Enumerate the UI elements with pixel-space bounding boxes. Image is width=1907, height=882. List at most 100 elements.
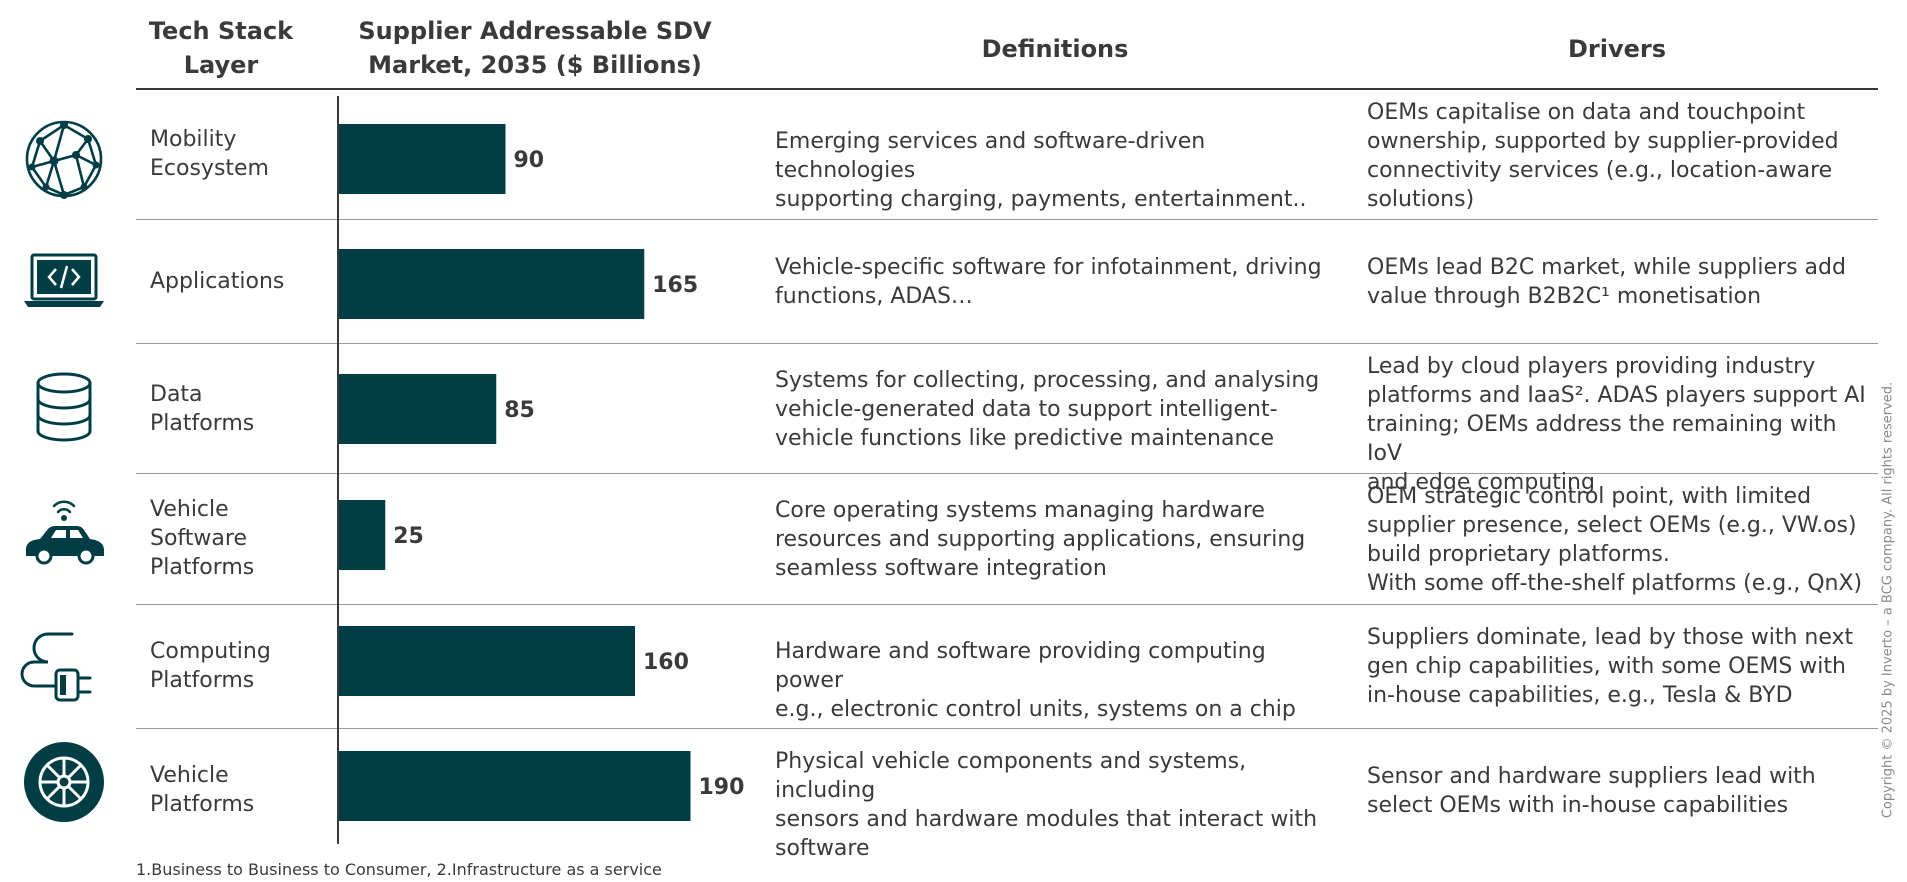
definition-line: vehicle-generated data to support intell…	[775, 397, 1278, 422]
definition-line: Emerging services and software-driven te…	[775, 129, 1206, 183]
drivers-line: select OEMs with in-house capabilities	[1367, 793, 1789, 818]
drivers-line: and edge computing	[1367, 470, 1595, 495]
bar-applications	[339, 249, 645, 319]
layer-label-line: Ecosystem	[150, 156, 269, 181]
definition-text: Emerging services and software-driven te…	[775, 127, 1335, 214]
bar-chart: 90 165 85 25 160 190	[339, 124, 745, 821]
bar-vehicle-software-platforms	[339, 500, 386, 570]
layer-label: Vehicle Software Platforms	[150, 495, 350, 582]
header-tech-stack-layer: Tech Stack Layer	[136, 14, 306, 82]
drivers-line: OEM strategic control point, with limite…	[1367, 484, 1812, 509]
drivers-line: value through B2B2C¹ monetisation	[1367, 284, 1762, 309]
definition-line: Hardware and software providing computin…	[775, 639, 1266, 693]
layer-label: Mobility Ecosystem	[150, 125, 350, 183]
drivers-line: Suppliers dominate, lead by those with n…	[1367, 625, 1854, 650]
definition-line: seamless software integration	[775, 556, 1107, 581]
drivers-line: connectivity services (e.g., location-aw…	[1367, 158, 1833, 183]
drivers-line: ownership, supported by supplier-provide…	[1367, 129, 1839, 154]
bar-data-platforms	[339, 374, 497, 444]
drivers-text: OEMs lead B2C market, while suppliers ad…	[1367, 253, 1877, 311]
layer-label-line: Software	[150, 526, 247, 551]
header-definitions: Definitions	[981, 35, 1129, 63]
network-globe-icon	[25, 120, 103, 199]
bar-axis	[337, 96, 339, 844]
drivers-line: OEMs lead B2C market, while suppliers ad…	[1367, 255, 1846, 280]
drivers-text: OEM strategic control point, with limite…	[1367, 482, 1877, 598]
definition-text: Core operating systems managing hardware…	[775, 496, 1335, 583]
drivers-text: OEMs capitalise on data and touchpoint o…	[1367, 98, 1877, 214]
definition-line: resources and supporting applications, e…	[775, 527, 1306, 552]
footnote: 1.Business to Business to Consumer, 2.In…	[136, 860, 662, 879]
layer-label: Applications	[150, 267, 350, 296]
header-market: Supplier Addressable SDV Market, 2035 ($…	[340, 14, 730, 82]
layer-label-line: Platforms	[150, 792, 255, 817]
definition-line: supporting charging, payments, entertain…	[775, 187, 1307, 212]
bar-value-label: 160	[643, 650, 689, 675]
database-icon	[36, 372, 92, 442]
bar-value-label: 25	[393, 524, 424, 549]
copyright-notice: Copyright © 2025 by Inverto – a BCG comp…	[1880, 381, 1896, 819]
layer-label-line: Applications	[150, 269, 285, 294]
drivers-text: Suppliers dominate, lead by those with n…	[1367, 623, 1877, 710]
chip-plug-icon	[20, 632, 92, 702]
definition-text: Hardware and software providing computin…	[775, 637, 1335, 724]
bar-value-label: 190	[699, 775, 745, 800]
row-divider	[136, 604, 1878, 605]
bar-mobility-ecosystem	[339, 124, 506, 194]
drivers-line: training; OEMs address the remaining wit…	[1367, 412, 1837, 466]
row-divider	[136, 343, 1878, 344]
definition-line: sensors and hardware modules that intera…	[775, 807, 1318, 832]
header-market-line-2: Market, 2035 ($ Billions)	[368, 51, 702, 79]
layer-label-line: Platforms	[150, 555, 255, 580]
row-divider	[136, 728, 1878, 729]
drivers-text: Lead by cloud players providing industry…	[1367, 352, 1877, 497]
drivers-line: supplier presence, select OEMs (e.g., VW…	[1367, 513, 1857, 538]
bar-value-label: 165	[652, 273, 698, 298]
drivers-line: gen chip capabilities, with some OEMS wi…	[1367, 654, 1846, 679]
drivers-line: Sensor and hardware suppliers lead with	[1367, 764, 1816, 789]
header-layer-line-1: Tech Stack	[148, 17, 294, 45]
drivers-line: Lead by cloud players providing industry	[1367, 354, 1816, 379]
definition-line: functions, ADAS…	[775, 284, 973, 309]
drivers-line: build proprietary platforms.	[1367, 542, 1670, 567]
drivers-line: platforms and IaaS². ADAS players suppor…	[1367, 383, 1866, 408]
definition-line: Systems for collecting, processing, and …	[775, 368, 1320, 393]
drivers-line: in-house capabilities, e.g., Tesla & BYD	[1367, 683, 1793, 708]
layer-label-line: Mobility	[150, 127, 237, 152]
bar-vehicle-platforms	[339, 751, 691, 821]
layer-label-line: Data	[150, 382, 203, 407]
layer-label-line: Platforms	[150, 668, 255, 693]
wheel-icon	[24, 742, 104, 822]
definition-text: Vehicle-specific software for infotainme…	[775, 253, 1335, 311]
definition-text: Systems for collecting, processing, and …	[775, 366, 1335, 453]
bar-value-label: 90	[514, 148, 545, 173]
row-divider	[136, 473, 1878, 474]
definition-text: Physical vehicle components and systems,…	[775, 747, 1335, 863]
laptop-code-icon	[24, 253, 104, 307]
header-drivers: Drivers	[1567, 35, 1667, 63]
definition-line: Vehicle-specific software for infotainme…	[775, 255, 1322, 280]
header-divider	[136, 88, 1878, 90]
bar-value-label: 85	[504, 398, 535, 423]
layer-label: Computing Platforms	[150, 637, 350, 695]
layer-label-line: Computing	[150, 639, 271, 664]
definition-line: e.g., electronic control units, systems …	[775, 697, 1296, 722]
definition-line: Physical vehicle components and systems,…	[775, 749, 1247, 803]
layer-label: Vehicle Platforms	[150, 761, 350, 819]
header-layer-line-2: Layer	[183, 51, 259, 79]
layer-label: Data Platforms	[150, 380, 350, 438]
drivers-text: Sensor and hardware suppliers lead with …	[1367, 762, 1877, 820]
layer-label-line: Vehicle	[150, 763, 229, 788]
drivers-line: OEMs capitalise on data and touchpoint	[1367, 100, 1806, 125]
row-divider	[136, 219, 1878, 220]
definition-line: Core operating systems managing hardware	[775, 498, 1265, 523]
definition-line: vehicle functions like predictive mainte…	[775, 426, 1275, 451]
connected-car-icon	[26, 500, 104, 565]
definition-line: software	[775, 836, 870, 861]
drivers-line: With some off-the-shelf platforms (e.g.,…	[1367, 571, 1863, 596]
drivers-line: solutions)	[1367, 187, 1475, 212]
bar-computing-platforms	[339, 626, 635, 696]
layer-label-line: Platforms	[150, 411, 255, 436]
header-market-line-1: Supplier Addressable SDV	[358, 17, 712, 45]
layer-label-line: Vehicle	[150, 497, 229, 522]
